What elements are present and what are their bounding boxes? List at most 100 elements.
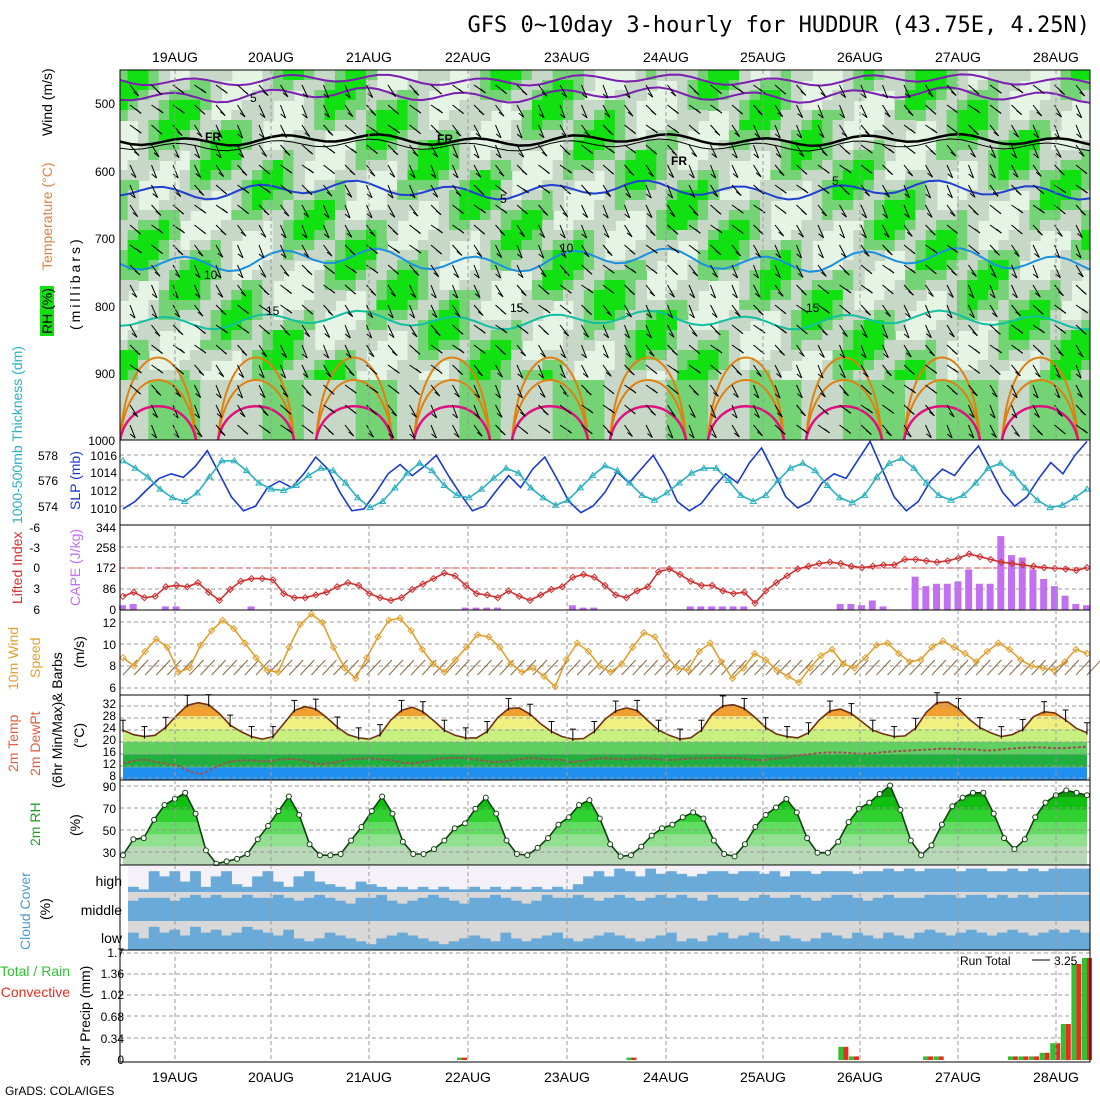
rh-cell	[1039, 380, 1052, 391]
wind-barb-flag	[346, 232, 353, 238]
rh-cell	[386, 260, 399, 271]
rh-cell	[220, 430, 233, 440]
rh-cell	[480, 330, 492, 341]
rh-cell	[355, 330, 368, 341]
date-label-top: 26AUG	[837, 49, 883, 65]
lifted-index-line-point	[729, 589, 738, 598]
wind-barb-flag	[157, 349, 163, 354]
rh-cell	[666, 120, 679, 131]
rh-cell	[604, 270, 616, 281]
rh-cell	[749, 430, 762, 440]
rh-cell	[252, 190, 264, 201]
rh-cell	[1029, 320, 1041, 331]
rh-cell	[728, 310, 741, 321]
rh-cell	[967, 400, 979, 411]
rh-cell	[148, 390, 160, 401]
rh-cell	[1029, 290, 1041, 301]
thickness-line-point	[996, 459, 1005, 466]
rh-cell	[241, 120, 254, 131]
rh-cell	[987, 260, 1000, 271]
rh-cell	[718, 270, 730, 281]
rh-cell	[169, 370, 181, 381]
rh-cell	[324, 260, 337, 271]
wind-barb-flag	[200, 329, 206, 334]
rh-cell	[697, 110, 710, 121]
wind-barb-flag	[651, 149, 657, 155]
rh-cell	[853, 200, 865, 211]
wind-speed-line-point	[473, 631, 482, 639]
lifted-index-line-point	[697, 581, 706, 590]
rh-cell	[822, 210, 834, 221]
thickness-line-point	[588, 471, 597, 479]
wind-barb-flag	[844, 190, 850, 196]
date-label-bottom: 21AUG	[346, 1069, 392, 1085]
wind-barb-flag	[348, 371, 355, 376]
rh-cell	[1008, 250, 1021, 261]
rh-cell	[158, 200, 171, 211]
wind-barb-flag	[133, 91, 140, 97]
rh-cell	[925, 340, 938, 351]
rh-cell	[531, 260, 544, 271]
wind-barb-flag	[845, 428, 852, 434]
cape-bar	[740, 606, 748, 610]
rh-cell	[614, 400, 627, 411]
rh-cell	[428, 300, 440, 311]
rh-cell	[200, 180, 212, 191]
wind-barb-flag	[1081, 330, 1087, 335]
rh-cell	[490, 70, 502, 81]
thickness-line-point	[143, 472, 152, 480]
rh-cell	[853, 410, 865, 421]
rh-cell	[552, 380, 565, 391]
wind-speed-line-point	[529, 664, 537, 672]
rh-cell	[832, 330, 844, 341]
rh-cell	[884, 420, 896, 431]
rh-cell	[127, 260, 140, 271]
wind-speed-line-point	[584, 647, 593, 656]
lifted-index-line-point	[997, 558, 1006, 566]
wind-barb	[387, 304, 394, 319]
rh-cell	[884, 80, 896, 91]
rh-cell	[438, 390, 451, 401]
rh-cell	[148, 380, 160, 391]
rh-cell	[1070, 190, 1083, 201]
rh-cell	[759, 430, 772, 440]
rh-cell	[500, 350, 513, 361]
wind-speed-line-point	[773, 666, 781, 674]
rh-cell	[241, 280, 254, 291]
rh-cell	[355, 380, 368, 391]
rh-cell	[583, 410, 596, 421]
rh-cell	[1039, 210, 1052, 221]
wind-barb	[301, 324, 311, 337]
wind-barb-flag	[778, 171, 785, 176]
rh-cell	[635, 420, 647, 431]
wind-barb-flag	[432, 152, 439, 158]
rh-cell	[158, 270, 171, 281]
rh-cell	[531, 310, 544, 321]
rh-cell	[822, 140, 834, 151]
rh-cell	[687, 270, 699, 281]
thickness-line-point	[119, 456, 127, 464]
rh-cell	[666, 340, 679, 351]
rh-cell	[863, 250, 876, 261]
wind-barb	[645, 284, 656, 297]
rh-cell	[272, 430, 285, 440]
rh-cell	[314, 310, 326, 321]
rh-cell	[1081, 310, 1090, 321]
wind-barb-flag	[372, 388, 379, 394]
wind-barb-flag	[436, 249, 442, 255]
rh-cell	[905, 210, 917, 221]
rh-cell	[687, 260, 699, 271]
rh-cell	[842, 280, 855, 291]
rh-cell	[967, 200, 979, 211]
rh-cell	[542, 190, 554, 201]
rh-cell	[272, 260, 285, 271]
rh-cell	[998, 360, 1010, 371]
wind-barb	[624, 344, 632, 358]
rh-cell	[376, 270, 388, 281]
wind-barb-flag	[1058, 351, 1064, 357]
wind-barb-flag	[629, 370, 635, 376]
rh-cell	[677, 190, 689, 201]
wind-barb-flag	[649, 291, 655, 297]
rh-cell	[759, 100, 772, 111]
rh-cell	[759, 410, 772, 421]
